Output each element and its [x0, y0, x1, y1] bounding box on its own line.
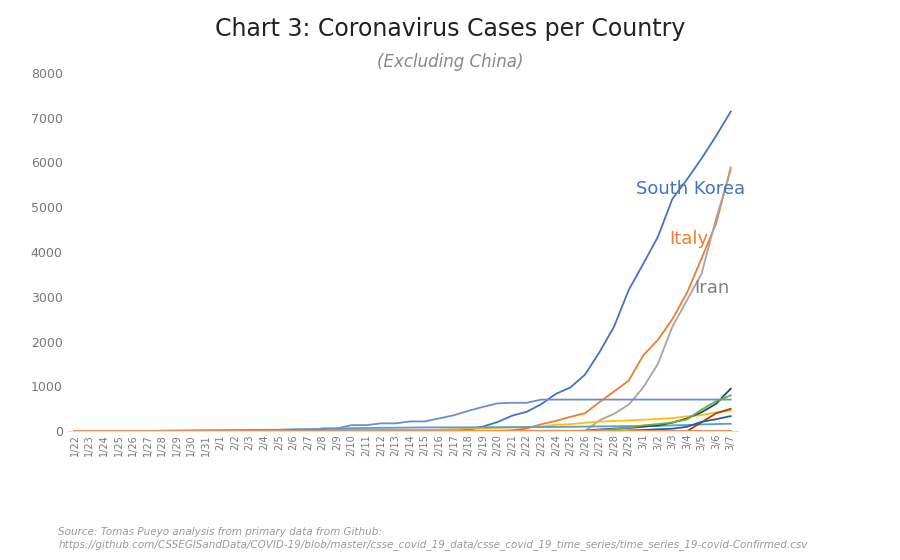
Text: (Excluding China): (Excluding China)	[377, 53, 523, 71]
Text: Chart 3: Coronavirus Cases per Country: Chart 3: Coronavirus Cases per Country	[215, 17, 685, 41]
Text: Italy: Italy	[670, 230, 708, 248]
Text: South Korea: South Korea	[636, 180, 745, 198]
Text: Source: Tomas Pueyo analysis from primary data from Github:
https://github.com/C: Source: Tomas Pueyo analysis from primar…	[58, 528, 808, 550]
Text: Iran: Iran	[694, 279, 730, 297]
